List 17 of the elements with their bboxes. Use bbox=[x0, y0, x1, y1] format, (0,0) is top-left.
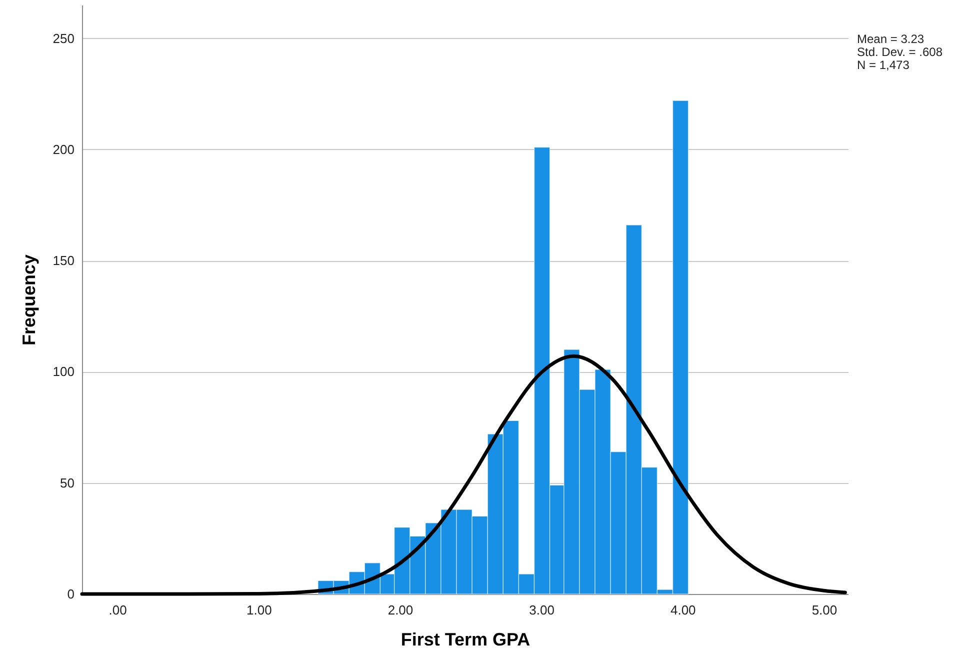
text: N = 1,473 bbox=[857, 58, 910, 72]
y-tick-label: 250 bbox=[52, 30, 74, 46]
y-tick-label: 200 bbox=[52, 142, 74, 157]
x-axis-title: First Term GPA bbox=[400, 630, 530, 650]
x-tick-label: 4.00 bbox=[670, 602, 696, 618]
y-tick-label: 150 bbox=[52, 253, 74, 268]
x-tick-label: 3.00 bbox=[529, 602, 554, 618]
y-tick-label: 50 bbox=[60, 475, 74, 490]
x-tick-label: 5.00 bbox=[812, 602, 838, 618]
x-tick-label: .00 bbox=[108, 602, 127, 618]
x-tick-label: 2.00 bbox=[388, 602, 414, 618]
y-axis-title: Frequency bbox=[18, 254, 39, 346]
x-tick-label: 1.00 bbox=[246, 602, 272, 618]
y-tick-label: 100 bbox=[52, 364, 74, 380]
y-tick-label: 0 bbox=[67, 586, 74, 602]
text: Std. Dev. = .608 bbox=[857, 45, 943, 59]
text: Mean = 3.23 bbox=[857, 32, 924, 46]
